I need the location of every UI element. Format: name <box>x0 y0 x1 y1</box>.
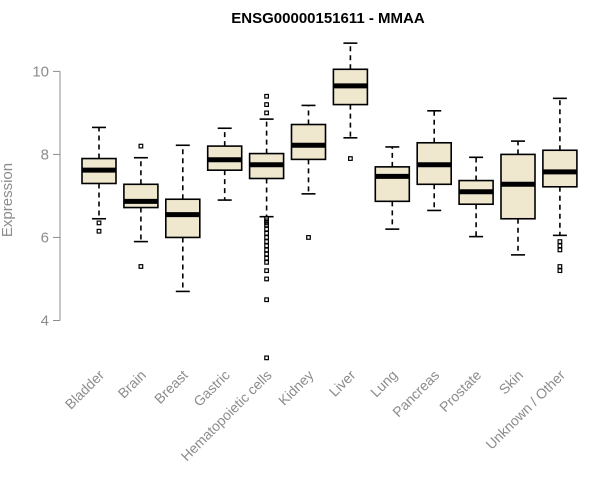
x-tick-label: Unknown / Other <box>482 367 568 453</box>
chart-title: ENSG00000151611 - MMAA <box>231 10 425 27</box>
outlier-point <box>264 255 269 261</box>
outlier-point <box>557 264 563 269</box>
iqr-box <box>542 149 578 188</box>
y-tick-label: 8 <box>41 146 49 163</box>
outlier-point <box>96 220 102 226</box>
box-lung <box>374 146 411 230</box>
outlier-point <box>138 264 144 269</box>
x-tick-label: Skin <box>496 367 527 398</box>
outlier-point <box>557 243 563 249</box>
outlier-point <box>557 247 563 253</box>
outlier-point <box>264 102 269 107</box>
iqr-box <box>290 123 327 161</box>
outlier-point <box>264 239 269 244</box>
iqr-box <box>165 198 201 239</box>
outlier-point <box>264 268 269 274</box>
outlier-point <box>264 355 269 361</box>
outlier-point <box>306 235 311 240</box>
x-tick-label: Bladder <box>62 367 108 413</box>
outlier-point <box>264 93 269 99</box>
x-tick-label: Pancreas <box>389 367 442 420</box>
iqr-box <box>123 183 159 209</box>
box-group <box>81 42 578 361</box>
box-brain <box>123 143 159 269</box>
box-gastric <box>206 127 243 201</box>
box-pancreas <box>416 110 453 212</box>
outlier-point <box>557 239 563 244</box>
box-prostate <box>458 156 494 238</box>
box-hematopoietic-cells <box>248 93 285 361</box>
outlier-point <box>557 268 563 274</box>
x-tick-label: Kidney <box>275 367 317 409</box>
y-tick-label: 4 <box>41 312 49 329</box>
x-tick-label: Brain <box>115 367 149 401</box>
x-tick-label: Breast <box>151 367 191 407</box>
outlier-point <box>264 230 269 236</box>
box-skin <box>500 140 536 256</box>
outlier-point <box>264 297 269 303</box>
box-kidney <box>290 104 327 240</box>
y-axis: 4 6 8 10 <box>32 63 61 329</box>
box-liver <box>332 42 369 161</box>
x-tick-label: Liver <box>326 367 359 400</box>
outlier-point <box>264 243 269 249</box>
outlier-point <box>264 251 269 257</box>
outlier-point <box>264 276 269 282</box>
x-tick-label: Lung <box>367 367 400 400</box>
y-tick-label: 10 <box>32 63 49 80</box>
outlier-point <box>348 156 353 161</box>
y-axis-label: Expression <box>0 163 16 237</box>
y-tick-label: 6 <box>41 229 49 246</box>
iqr-box <box>374 166 411 203</box>
outlier-point <box>138 143 144 149</box>
outlier-point <box>264 110 269 116</box>
outlier-point <box>264 247 269 253</box>
x-tick-label: Prostate <box>436 367 484 415</box>
outlier-point <box>264 226 269 232</box>
outlier-point <box>264 259 269 265</box>
outlier-point <box>96 228 102 234</box>
box-breast <box>165 144 201 293</box>
box-bladder <box>81 126 117 234</box>
box-unknown-other <box>542 97 578 274</box>
outlier-point <box>264 235 269 240</box>
